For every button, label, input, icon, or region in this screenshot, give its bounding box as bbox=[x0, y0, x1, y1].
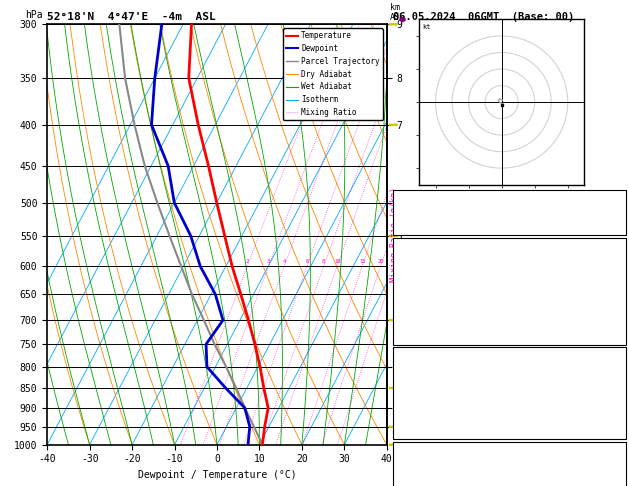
Text: 0: 0 bbox=[619, 410, 625, 419]
Text: 300: 300 bbox=[608, 285, 625, 295]
Text: 0: 0 bbox=[619, 331, 625, 340]
Text: PW (cm): PW (cm) bbox=[396, 222, 433, 231]
X-axis label: Dewpoint / Temperature (°C): Dewpoint / Temperature (°C) bbox=[138, 470, 296, 480]
Text: CIN (J): CIN (J) bbox=[396, 426, 433, 434]
Text: 10.7: 10.7 bbox=[603, 255, 625, 264]
Text: 303: 303 bbox=[608, 380, 625, 389]
Text: 06.05.2024  06GMT  (Base: 00): 06.05.2024 06GMT (Base: 00) bbox=[393, 12, 574, 22]
Text: 9: 9 bbox=[619, 300, 625, 310]
Text: Temp (°C): Temp (°C) bbox=[396, 255, 444, 264]
Text: 7: 7 bbox=[619, 395, 625, 404]
Text: Totals Totals: Totals Totals bbox=[396, 206, 465, 215]
Text: © weatheronline.co.uk: © weatheronline.co.uk bbox=[521, 472, 626, 481]
Text: 3: 3 bbox=[267, 259, 270, 264]
Text: 10: 10 bbox=[334, 259, 340, 264]
Text: 4: 4 bbox=[282, 259, 286, 264]
Text: 15: 15 bbox=[359, 259, 365, 264]
Text: 0: 0 bbox=[619, 426, 625, 434]
Text: Hodograph: Hodograph bbox=[486, 443, 533, 452]
Text: 42: 42 bbox=[614, 206, 625, 215]
Text: Mixing Ratio (g/kg): Mixing Ratio (g/kg) bbox=[390, 187, 399, 282]
Text: 20: 20 bbox=[377, 259, 384, 264]
Text: SREH: SREH bbox=[396, 474, 417, 483]
Text: θᴇ(K): θᴇ(K) bbox=[396, 285, 423, 295]
Text: Most Unstable: Most Unstable bbox=[474, 349, 545, 358]
Text: Surface: Surface bbox=[491, 240, 528, 248]
Text: -1: -1 bbox=[614, 459, 625, 468]
Text: CIN (J): CIN (J) bbox=[396, 331, 433, 340]
Text: 2: 2 bbox=[619, 474, 625, 483]
Text: Dewp (°C): Dewp (°C) bbox=[396, 270, 444, 279]
Text: km
ASL: km ASL bbox=[390, 3, 405, 22]
Text: 1.45: 1.45 bbox=[603, 222, 625, 231]
Text: CAPE (J): CAPE (J) bbox=[396, 410, 438, 419]
Text: 900: 900 bbox=[608, 364, 625, 373]
Text: 8: 8 bbox=[322, 259, 325, 264]
Text: EH: EH bbox=[396, 459, 406, 468]
Text: kt: kt bbox=[422, 24, 431, 30]
Legend: Temperature, Dewpoint, Parcel Trajectory, Dry Adiabat, Wet Adiabat, Isotherm, Mi: Temperature, Dewpoint, Parcel Trajectory… bbox=[283, 28, 383, 120]
Text: 7.3: 7.3 bbox=[608, 270, 625, 279]
Text: 13: 13 bbox=[614, 191, 625, 200]
Text: θᴇ (K): θᴇ (K) bbox=[396, 380, 428, 389]
Text: Lifted Index: Lifted Index bbox=[396, 395, 460, 404]
Text: 2: 2 bbox=[245, 259, 249, 264]
Text: hPa: hPa bbox=[25, 10, 43, 20]
Text: Lifted Index: Lifted Index bbox=[396, 300, 460, 310]
Text: K: K bbox=[396, 191, 401, 200]
Text: CAPE (J): CAPE (J) bbox=[396, 316, 438, 325]
Text: 6: 6 bbox=[305, 259, 309, 264]
Text: 52°18'N  4°47'E  -4m  ASL: 52°18'N 4°47'E -4m ASL bbox=[47, 12, 216, 22]
Text: Pressure (mb): Pressure (mb) bbox=[396, 364, 465, 373]
Text: 0: 0 bbox=[619, 316, 625, 325]
